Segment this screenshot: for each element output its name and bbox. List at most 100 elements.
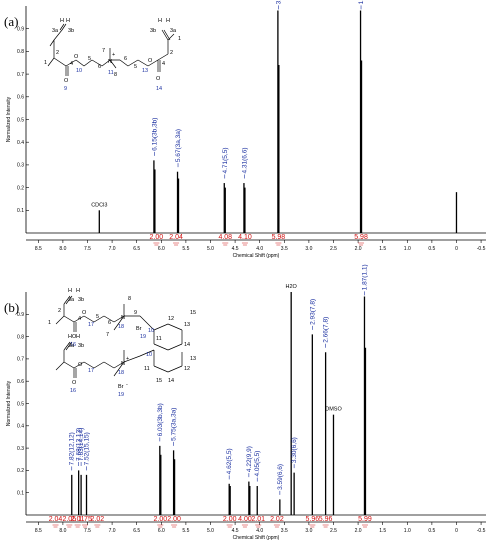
integral-mark [82,524,89,528]
y-tick-label: 0.8 [17,334,24,340]
mol-atom-label: 1 [48,320,51,326]
x-tick-label: 6.5 [133,246,140,252]
y-tick-label: 0.7 [17,357,24,363]
peak-label: 7.82(12,12) [69,432,76,465]
mol-atom-label: 18 [118,324,124,330]
integral-mark [275,242,282,246]
mol-atom-label: 5 [96,314,99,320]
peak-label: 4.22(9,9) [246,446,253,472]
mol-atom-label: 7 [102,48,105,54]
integral-mark [322,524,329,528]
mol-atom-label: 10 [76,68,82,74]
y-tick-label: 0.4 [17,424,24,430]
x-tick-label: -0.5 [477,528,486,534]
x-tick-label: -0.5 [477,246,486,252]
y-tick-label: 0.9 [17,27,24,33]
mol-atom-label: H [76,288,80,294]
panel-a-nmr-spectrum: 0.1 0.2 0.3 0.4 0.5 0.6 0.7 0.8 0.9 8.5 8.0 7.5 7.0 6… [4,0,486,259]
peak-label: 6.03(3b,3b) [157,403,164,436]
mol-atom-label: 8 [128,296,131,302]
mol-atom-label: 11 [108,70,114,76]
peak-label: 2.66(7,8) [323,317,330,343]
x-tick-label: 0.5 [428,246,435,252]
mol-atom-label: H [60,18,64,24]
mol-atom-label: 3b [150,28,156,34]
x-tick-label: 5.5 [182,246,189,252]
integral-mark [173,242,180,246]
x-tick-label: 4.5 [232,246,239,252]
x-tick-label: 0 [455,528,458,534]
x-tick-label: 3.0 [305,528,312,534]
mol-atom-label: 7 [106,332,109,338]
mol-atom-label: 16 [70,388,76,394]
x-tick-label: 1.0 [404,246,411,252]
mol-atom-label: 12 [184,366,190,372]
y-tick-label: 0.5 [17,401,24,407]
integral-mark [361,524,368,528]
integral-mark [241,242,248,246]
integral-value: 2.02 [91,516,105,523]
mol-atom-label: 19 [118,392,124,398]
y-tick-label: 0.2 [17,185,24,191]
mol-atom-label: 13 [184,322,190,328]
mol-atom-label: 9 [64,86,67,92]
y-tick-label: 0.7 [17,72,24,78]
y-tick-label: 0.5 [17,117,24,123]
x-tick-label: 7.0 [109,528,116,534]
integral-mark [153,242,160,246]
mol-atom-label: 15 [156,378,162,384]
integral-value: 4.08 [218,234,232,241]
mol-atom-label: 14 [184,342,190,348]
mol-atom-label: 16 [70,342,76,348]
panel-b-nmr-spectrum: 0.1 0.2 0.3 0.4 0.5 0.6 0.7 0.8 0.9 8.5 8.0 7.5 7.0 6… [4,264,486,541]
peak-label: 4.62(5,5) [226,448,233,474]
integral-value: 5.96 [306,516,320,523]
x-axis-title: Chemical Shift (ppm) [233,253,280,259]
mol-atom-label: O [74,54,79,60]
integral-mark [255,524,262,528]
x-tick-label: 3.5 [281,246,288,252]
molecule-structure-b: H H 3a 3b 1 2 4 O O 16 5 17 6 N 18 7 8 9… [48,288,196,398]
peak-label: 4.31(6,6) [241,147,248,173]
x-tick-label: 3.5 [281,528,288,534]
mol-atom-label: 12 [168,316,174,322]
x-tick-label: 2.0 [355,246,362,252]
mol-atom-label: 10 [146,352,152,358]
integral-mark [226,524,233,528]
mol-atom-label: 4 [70,61,73,67]
x-tick-label: 6.0 [158,246,165,252]
peak-label: 7.63(14,14) [78,428,85,461]
mol-atom-label: 2 [170,50,173,56]
integral-value: 2.02 [270,516,284,523]
integral-mark [157,524,164,528]
mol-atom-label: 6 [98,64,101,70]
integral-mark [94,524,101,528]
mol-atom-label: 3b [78,343,84,349]
mol-atom-label: H [68,334,72,340]
y-tick-label: 0.4 [17,140,24,146]
mol-atom-label: 19 [140,334,146,340]
integral-mark [358,242,365,246]
solvent-annotation: CDCl3 [91,202,107,208]
x-tick-label: 4.0 [256,528,263,534]
integral-value: 5.99 [358,516,372,523]
mol-atom-label: 5 [88,56,91,62]
mol-atom-label: 11 [144,366,150,372]
mol-atom-label: N [121,315,125,321]
mol-atom-label: 3b [68,28,74,34]
integral-value: 2.01 [251,516,265,523]
x-tick-label: 6.0 [158,528,165,534]
mol-atom-label: - [126,382,128,388]
integral-value: 1.75 [78,516,92,523]
x-tick-label: 5.0 [207,528,214,534]
peak-label: 4.05(5,5) [254,451,261,477]
x-tick-label: 1.5 [379,528,386,534]
integral-mark [74,524,81,528]
y-tick-label: 0.1 [17,208,24,214]
peak-label: 3.63(7,8) [275,0,282,4]
panel-label: (a) [4,14,18,29]
mol-atom-label: 17 [88,368,94,374]
solvent-annotation: DMSO [325,407,342,413]
mol-atom-label: Br [136,326,142,332]
